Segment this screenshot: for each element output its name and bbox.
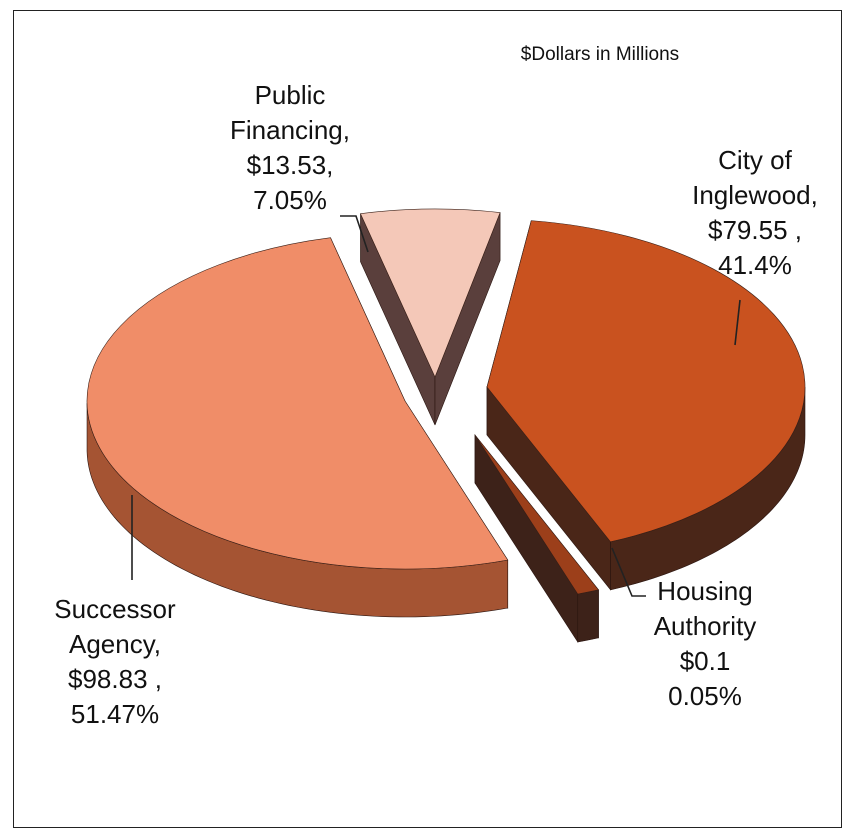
label-line: Successor	[54, 594, 176, 624]
pie-slice-housing-authority	[474, 433, 600, 644]
label-line: 41.4%	[718, 250, 792, 280]
label-line: Authority	[653, 611, 757, 641]
label-line: Financing,	[230, 115, 350, 145]
slice-top	[86, 237, 509, 570]
slice-top	[486, 220, 806, 543]
label-line: Public	[254, 80, 326, 110]
label-line: Agency,	[68, 629, 161, 659]
label-line: Inglewood,	[692, 180, 818, 210]
slice-top	[474, 434, 600, 595]
leader-line-public-financing	[340, 215, 369, 253]
leader-line-housing-authority	[611, 547, 646, 597]
label-line: 0.05%	[668, 681, 742, 711]
slice-top	[360, 208, 501, 378]
pie-slice-successor-agency	[86, 237, 509, 618]
slice-label-city-of-inglewood: City of Inglewood, $79.55 , 41.4%	[660, 143, 849, 283]
label-line: $13.53,	[246, 150, 334, 180]
slice-rim	[577, 589, 599, 643]
label-line: 51.47%	[70, 699, 160, 729]
label-line: City of	[718, 145, 792, 175]
chart-title: $Dollars in Millions	[520, 44, 680, 65]
label-line: 7.05%	[253, 185, 327, 215]
chart-frame	[13, 10, 842, 828]
label-line: $98.83 ,	[68, 664, 162, 694]
label-line: $0.1	[679, 646, 731, 676]
slice-label-successor-agency: Successor Agency, $98.83 , 51.47%	[20, 592, 210, 732]
slice-label-public-financing: Public Financing, $13.53, 7.05%	[195, 78, 385, 218]
leader-line-city-of-inglewood	[734, 299, 741, 346]
pie-slice-city-of-inglewood	[486, 220, 806, 591]
pie-slice-public-financing	[360, 208, 501, 426]
label-line: Housing	[657, 576, 753, 606]
slice-label-housing-authority: Housing Authority $0.1 0.05%	[610, 574, 800, 714]
label-line: $79.55 ,	[708, 215, 802, 245]
